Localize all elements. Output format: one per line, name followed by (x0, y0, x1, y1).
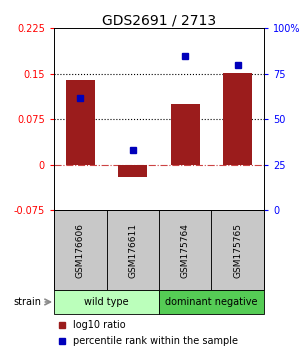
Text: percentile rank within the sample: percentile rank within the sample (73, 336, 238, 346)
Bar (106, 210, 159, 290)
Bar (54, 210, 106, 290)
Text: wild type: wild type (84, 297, 129, 307)
Bar (159, 210, 211, 290)
Bar (212, 210, 264, 290)
Text: GSM176611: GSM176611 (128, 223, 137, 278)
Text: log10 ratio: log10 ratio (73, 320, 125, 330)
Bar (54, 290, 159, 314)
Bar (171, 104, 200, 165)
Bar (159, 290, 264, 314)
Bar (223, 73, 252, 165)
Bar (66, 80, 95, 165)
Text: dominant negative: dominant negative (165, 297, 258, 307)
Text: GSM175764: GSM175764 (181, 223, 190, 278)
Bar (118, 165, 147, 177)
Text: strain: strain (14, 297, 41, 307)
Text: GSM176606: GSM176606 (76, 223, 85, 278)
Text: GSM175765: GSM175765 (233, 223, 242, 278)
Title: GDS2691 / 2713: GDS2691 / 2713 (102, 13, 216, 27)
